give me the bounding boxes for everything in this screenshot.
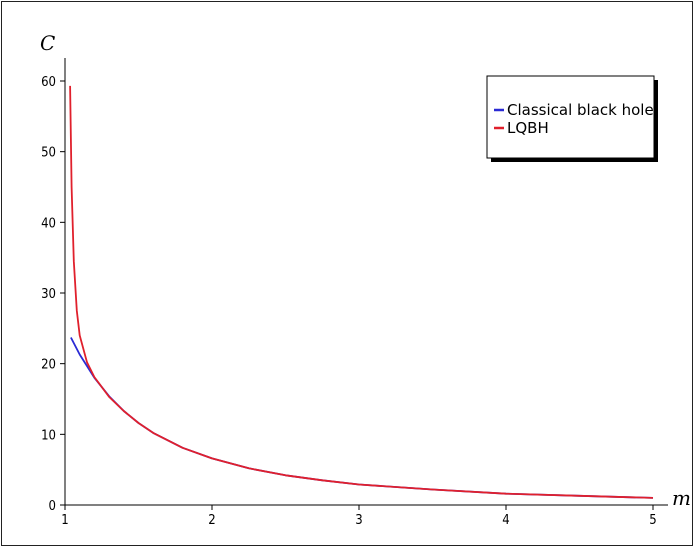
legend-label-lqbh: LQBH [507,119,549,137]
y-axis-label: C [40,31,55,55]
x-tick-label: 3 [355,513,362,528]
x-tick-label: 2 [208,513,215,528]
x-tick-label: 1 [61,513,68,528]
y-tick-label: 30 [41,287,56,302]
y-tick-label: 20 [41,358,56,373]
y-tick-label: 10 [41,428,56,443]
legend-label-classical: Classical black hole [507,101,654,119]
x-tick-label: 5 [649,513,656,528]
legend-box [486,75,655,159]
legend: Classical black hole LQBH [486,75,658,162]
series-line-classical [70,337,654,499]
y-tick-label: 60 [41,75,56,90]
x-tick-label: 4 [502,513,509,528]
series-line-lqbh [69,85,654,499]
y-tick-label: 50 [41,146,56,161]
y-tick-label: 0 [49,499,56,514]
series-layer [69,85,654,499]
y-tick-label: 40 [41,216,56,231]
x-axis-label: m [672,486,691,510]
